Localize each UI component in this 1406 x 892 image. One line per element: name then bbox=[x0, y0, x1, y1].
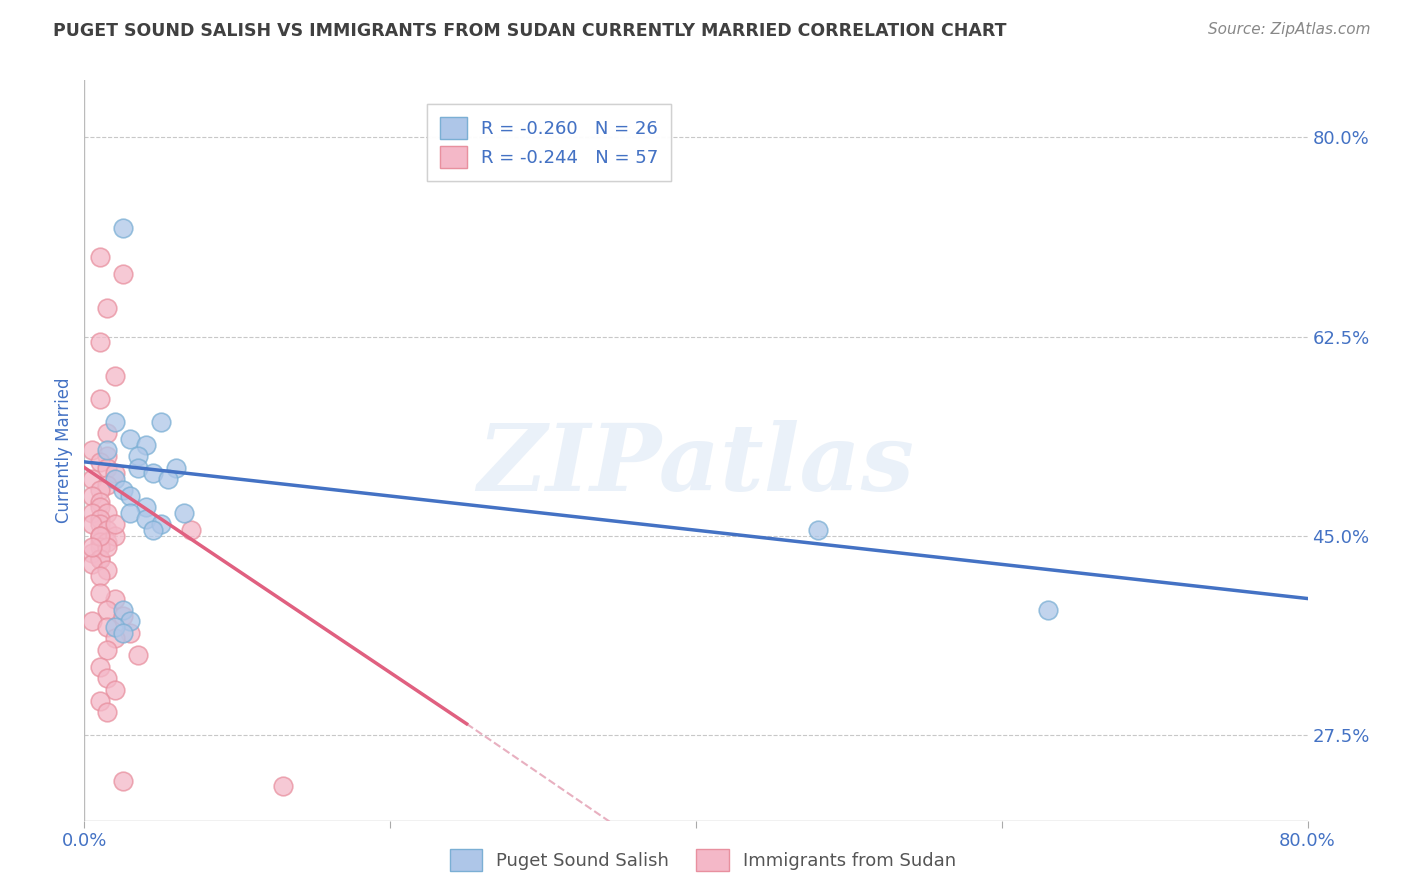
Point bbox=[80, 615, 103, 629]
Point bbox=[80, 472, 103, 486]
Point bbox=[89, 392, 111, 407]
Point bbox=[96, 563, 118, 577]
Point bbox=[96, 506, 118, 520]
Point bbox=[80, 517, 103, 532]
Point bbox=[89, 694, 111, 708]
Point bbox=[96, 534, 118, 549]
Point bbox=[96, 620, 118, 634]
Legend: R = -0.260   N = 26, R = -0.244   N = 57: R = -0.260 N = 26, R = -0.244 N = 57 bbox=[427, 104, 671, 181]
Point bbox=[96, 301, 118, 315]
Point bbox=[149, 415, 172, 429]
Point bbox=[807, 523, 830, 537]
Point bbox=[135, 500, 157, 515]
Point bbox=[80, 443, 103, 458]
Point bbox=[96, 603, 118, 617]
Point bbox=[271, 780, 294, 794]
Point bbox=[89, 250, 111, 264]
Legend: Puget Sound Salish, Immigrants from Sudan: Puget Sound Salish, Immigrants from Suda… bbox=[443, 842, 963, 879]
Point bbox=[104, 591, 127, 606]
Point bbox=[96, 642, 118, 657]
Point bbox=[96, 477, 118, 491]
Point bbox=[173, 506, 195, 520]
Point bbox=[111, 603, 134, 617]
Point bbox=[111, 608, 134, 623]
Point bbox=[89, 529, 111, 543]
Point bbox=[96, 706, 118, 720]
Point bbox=[180, 523, 202, 537]
Point bbox=[149, 517, 172, 532]
Point bbox=[111, 267, 134, 281]
Y-axis label: Currently Married: Currently Married bbox=[55, 377, 73, 524]
Point bbox=[111, 221, 134, 235]
Point bbox=[104, 682, 127, 697]
Point bbox=[120, 489, 142, 503]
Point bbox=[135, 512, 157, 526]
Point bbox=[104, 517, 127, 532]
Point bbox=[96, 443, 118, 458]
Point bbox=[96, 523, 118, 537]
Point bbox=[80, 489, 103, 503]
Point bbox=[104, 620, 127, 634]
Point bbox=[89, 455, 111, 469]
Text: PUGET SOUND SALISH VS IMMIGRANTS FROM SUDAN CURRENTLY MARRIED CORRELATION CHART: PUGET SOUND SALISH VS IMMIGRANTS FROM SU… bbox=[53, 22, 1007, 40]
Point bbox=[89, 335, 111, 350]
Point bbox=[120, 625, 142, 640]
Point bbox=[1036, 603, 1059, 617]
Point bbox=[127, 460, 149, 475]
Point bbox=[165, 460, 187, 475]
Point bbox=[89, 500, 111, 515]
Point bbox=[89, 551, 111, 566]
Point bbox=[80, 546, 103, 560]
Point bbox=[120, 506, 142, 520]
Point bbox=[127, 648, 149, 663]
Point bbox=[142, 467, 165, 481]
Point bbox=[89, 568, 111, 582]
Point bbox=[96, 541, 118, 555]
Point bbox=[80, 506, 103, 520]
Point bbox=[89, 551, 111, 566]
Text: ZIPatlas: ZIPatlas bbox=[478, 420, 914, 510]
Point bbox=[89, 529, 111, 543]
Point bbox=[89, 541, 111, 555]
Point bbox=[142, 523, 165, 537]
Point bbox=[104, 467, 127, 481]
Point bbox=[89, 586, 111, 600]
Point bbox=[96, 426, 118, 441]
Point bbox=[89, 512, 111, 526]
Point bbox=[89, 534, 111, 549]
Point bbox=[111, 773, 134, 788]
Point bbox=[120, 615, 142, 629]
Point bbox=[96, 460, 118, 475]
Point bbox=[111, 483, 134, 498]
Point bbox=[89, 494, 111, 508]
Point bbox=[157, 472, 180, 486]
Point bbox=[89, 660, 111, 674]
Point bbox=[111, 625, 134, 640]
Point bbox=[104, 415, 127, 429]
Point bbox=[89, 483, 111, 498]
Point bbox=[89, 517, 111, 532]
Point bbox=[120, 432, 142, 446]
Point bbox=[104, 529, 127, 543]
Point bbox=[104, 472, 127, 486]
Text: Source: ZipAtlas.com: Source: ZipAtlas.com bbox=[1208, 22, 1371, 37]
Point bbox=[80, 541, 103, 555]
Point bbox=[104, 369, 127, 384]
Point bbox=[96, 449, 118, 463]
Point bbox=[80, 558, 103, 572]
Point bbox=[104, 632, 127, 646]
Point bbox=[127, 449, 149, 463]
Point bbox=[96, 671, 118, 685]
Point bbox=[135, 438, 157, 452]
